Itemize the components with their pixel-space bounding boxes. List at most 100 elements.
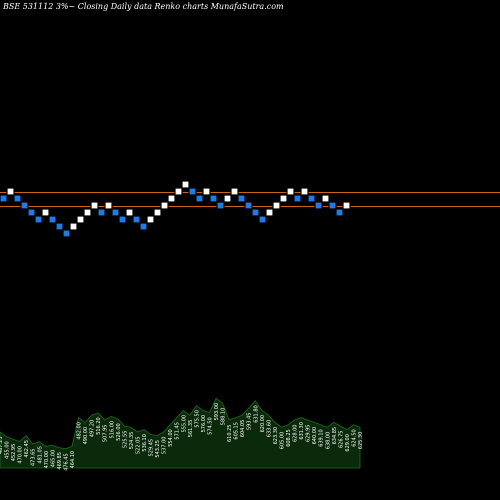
volume-area (0, 397, 361, 469)
renko-brick-down (237, 194, 246, 203)
renko-brick-down (62, 229, 71, 238)
volume-label: 470.00 (18, 446, 24, 464)
renko-brick-up (90, 201, 99, 210)
renko-brick-down (132, 215, 141, 224)
volume-label: 604.05 (240, 420, 246, 438)
volume-label: 462.45 (24, 440, 30, 458)
volume-label: 467.25 (0, 437, 4, 455)
renko-brick-down (48, 215, 57, 224)
renko-brick-down (209, 194, 218, 203)
renko-brick-down (139, 222, 148, 231)
volume-label: 605.15 (234, 422, 240, 440)
renko-brick-down (34, 215, 43, 224)
renko-brick-up (230, 187, 239, 196)
volume-label: 608.25 (286, 429, 292, 447)
volume-label: 537.00 (162, 437, 168, 455)
volume-label: 455.00 (5, 441, 11, 459)
volume-label: 629.95 (306, 425, 312, 443)
volume-label: 640.00 (312, 427, 318, 445)
volume-label: 529.45 (149, 439, 155, 457)
renko-brick-down (188, 187, 197, 196)
volume-label: 576.00 (201, 415, 207, 433)
renko-brick-up (202, 187, 211, 196)
renko-brick-up (223, 194, 232, 203)
volume-label: 610.25 (227, 425, 233, 443)
renko-brick-up (153, 208, 162, 217)
renko-brick-down (0, 194, 8, 203)
renko-brick-up (6, 187, 15, 196)
volume-label: 522.05 (135, 437, 141, 455)
volume-label: 625.30 (358, 432, 364, 450)
renko-brick-up (76, 215, 85, 224)
volume-label: 555.00 (181, 415, 187, 433)
volume-label: 633.60 (266, 420, 272, 438)
renko-brick-up (272, 201, 281, 210)
renko-brick-up (69, 222, 78, 231)
renko-brick-up (160, 201, 169, 210)
volume-label: 623.30 (273, 427, 279, 445)
renko-brick-down (251, 208, 260, 217)
volume-label: 507.95 (103, 425, 109, 443)
volume-label: 476.45 (63, 453, 69, 471)
volume-label: 593.00 (214, 403, 220, 421)
volume-label: 464.10 (70, 451, 76, 469)
volume-label: 561.35 (188, 420, 194, 438)
volume-label: 639.10 (319, 429, 325, 447)
volume-label: 469.85 (57, 452, 63, 470)
renko-bricks (0, 180, 351, 238)
renko-brick-up (286, 187, 295, 196)
renko-brick-down (335, 208, 344, 217)
volume-label: 629.00 (345, 434, 351, 452)
volume-label: 638.00 (325, 432, 331, 450)
volume-label: 524.35 (129, 432, 135, 450)
volume-label: 470.00 (44, 451, 50, 469)
volume-label: 525.55 (122, 431, 128, 449)
renko-brick-up (279, 194, 288, 203)
renko-brick-down (195, 194, 204, 203)
renko-brick-down (55, 222, 64, 231)
renko-brick-down (328, 201, 337, 210)
volume-label: 497.20 (90, 420, 96, 438)
volume-label: 626.75 (338, 431, 344, 449)
renko-brick-down (314, 201, 323, 210)
volume-labels: 467.25 455.00 452.95 470.00 462.45 473.65 481.… (0, 403, 364, 471)
renko-brick-up (146, 215, 155, 224)
renko-brick-down (20, 201, 29, 210)
volume-label: 482.00 (77, 422, 83, 440)
volume-label: 631.30 (299, 422, 305, 440)
volume-label: 631.80 (253, 405, 259, 423)
volume-label: 628.00 (293, 425, 299, 443)
volume-label: 473.65 (31, 449, 37, 467)
volume-label: 481.05 (37, 446, 43, 464)
volume-label: 516.20 (96, 417, 102, 435)
volume-label: 593.45 (247, 413, 253, 431)
volume-label: 536.10 (142, 434, 148, 452)
volume-label: 620.00 (260, 415, 266, 433)
renko-brick-down (27, 208, 36, 217)
renko-brick-down (97, 208, 106, 217)
volume-label: 543.25 (155, 440, 161, 458)
renko-brick-up (167, 194, 176, 203)
renko-brick-up (41, 208, 50, 217)
volume-label: 490.00 (83, 427, 89, 445)
volume-label: 526.00 (116, 423, 122, 441)
chart-title: BSE 531112 3%~ Closing Daily data Renko … (3, 2, 284, 11)
renko-brick-up (174, 187, 183, 196)
volume-label: 575.50 (194, 410, 200, 428)
renko-brick-up (104, 201, 113, 210)
volume-label: 452.95 (11, 444, 17, 462)
renko-brick-down (307, 194, 316, 203)
volume-label: 554.00 (168, 429, 174, 447)
volume-label: 605.00 (279, 432, 285, 450)
volume-label: 588.10 (221, 408, 227, 426)
renko-brick-up (342, 201, 351, 210)
renko-brick-up (300, 187, 309, 196)
volume-label: 634.85 (332, 427, 338, 445)
volume-label: 465.00 (50, 450, 56, 468)
volume-label: 624.50 (351, 429, 357, 447)
volume-label: 516.00 (109, 421, 115, 439)
volume-label: 574.50 (207, 417, 213, 435)
renko-brick-up (265, 208, 274, 217)
renko-brick-up (321, 194, 330, 203)
